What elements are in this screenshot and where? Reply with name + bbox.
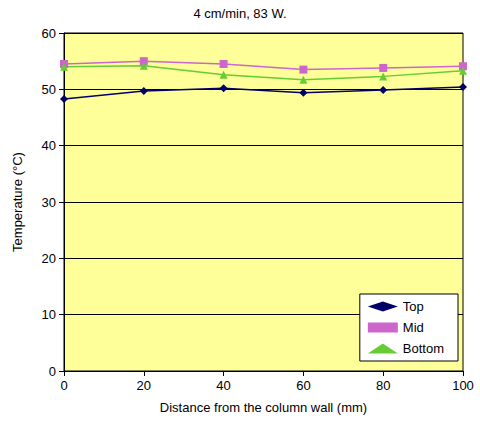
svg-text:Mid: Mid — [403, 320, 424, 335]
svg-text:80: 80 — [376, 378, 390, 393]
svg-text:60: 60 — [296, 378, 310, 393]
svg-text:20: 20 — [137, 378, 151, 393]
svg-text:0: 0 — [49, 364, 56, 379]
svg-text:4 cm/min, 83 W.: 4 cm/min, 83 W. — [193, 6, 286, 21]
svg-text:60: 60 — [42, 26, 56, 41]
svg-text:30: 30 — [42, 195, 56, 210]
svg-text:Distance from the column wall: Distance from the column wall (mm) — [160, 400, 367, 415]
svg-text:0: 0 — [60, 378, 67, 393]
svg-text:40: 40 — [42, 138, 56, 153]
svg-text:100: 100 — [452, 378, 474, 393]
svg-text:50: 50 — [42, 82, 56, 97]
svg-text:Top: Top — [403, 299, 424, 314]
svg-text:Bottom: Bottom — [403, 341, 444, 356]
svg-text:20: 20 — [42, 251, 56, 266]
svg-text:Temperature (°C): Temperature (°C) — [10, 152, 25, 252]
svg-text:40: 40 — [216, 378, 230, 393]
svg-text:10: 10 — [42, 307, 56, 322]
